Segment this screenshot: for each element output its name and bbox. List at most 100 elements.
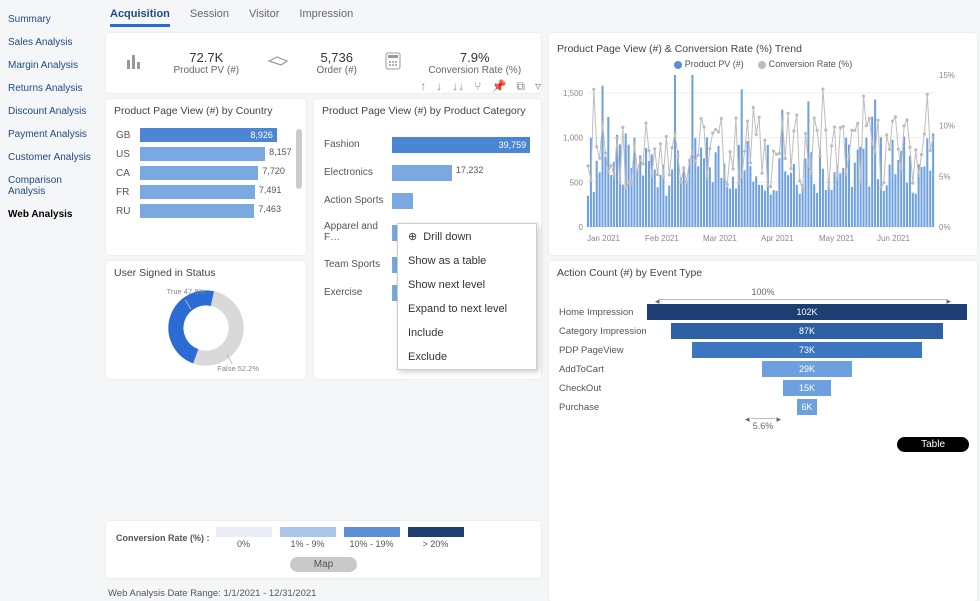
trend-legend: Product PV (#) Conversion Rate (%) bbox=[555, 57, 971, 69]
country-bar-row[interactable]: GB 8,926 bbox=[116, 128, 278, 142]
funnel-label: CheckOut bbox=[559, 383, 647, 394]
category-bar-row[interactable]: Action Sports bbox=[324, 193, 531, 207]
funnel-label: Home Impression bbox=[559, 307, 647, 318]
main: Acquisition Session Visitor Impression 7… bbox=[100, 0, 980, 532]
map-button[interactable]: Map bbox=[290, 557, 357, 572]
sidebar-item-customer[interactable]: Customer Analysis bbox=[4, 146, 96, 169]
funnel-row[interactable]: Category Impression 87K bbox=[559, 323, 967, 339]
conv-legend-title: Conversion Rate (%) : bbox=[116, 533, 210, 543]
copy-icon[interactable]: ⧉ bbox=[516, 79, 525, 94]
category-label: Exercise bbox=[324, 287, 392, 298]
sidebar-item-summary[interactable]: Summary bbox=[4, 8, 96, 31]
kpi-order: 5,736 Order (#) bbox=[316, 50, 357, 76]
svg-text:500: 500 bbox=[570, 178, 584, 187]
funnel-row[interactable]: AddToCart 29K bbox=[559, 361, 967, 377]
funnel-bar: 15K bbox=[783, 380, 831, 396]
category-label: Electronics bbox=[324, 167, 392, 178]
funnel-title: Action Count (#) by Event Type bbox=[549, 261, 977, 281]
category-chart-title: Product Page View (#) by Product Categor… bbox=[314, 99, 541, 119]
menu-show-next[interactable]: Show next level bbox=[398, 273, 536, 297]
sidebar-item-payment[interactable]: Payment Analysis bbox=[4, 123, 96, 146]
table-button[interactable]: Table bbox=[897, 437, 969, 452]
up-icon[interactable]: ↑ bbox=[420, 79, 426, 94]
funnel-chart[interactable]: Action Count (#) by Event Type 100% ◂▸ H… bbox=[549, 261, 977, 601]
menu-show-table[interactable]: Show as a table bbox=[398, 249, 536, 273]
legend-bucket: 1% - 9% bbox=[280, 527, 336, 549]
tab-impression[interactable]: Impression bbox=[299, 8, 353, 27]
country-bar-row[interactable]: CA 7,720 bbox=[116, 166, 278, 180]
svg-text:1,000: 1,000 bbox=[563, 134, 584, 143]
funnel-bar: 29K bbox=[762, 361, 852, 377]
category-bar-row[interactable]: Electronics 17,232 bbox=[324, 165, 531, 179]
svg-text:Apr 2021: Apr 2021 bbox=[761, 234, 794, 243]
sidebar-item-discount[interactable]: Discount Analysis bbox=[4, 100, 96, 123]
sidebar-item-margin[interactable]: Margin Analysis bbox=[4, 54, 96, 77]
filter-icon[interactable]: ▿ bbox=[535, 79, 541, 94]
drill-icon: ⊕ bbox=[408, 230, 417, 243]
svg-text:May 2021: May 2021 bbox=[819, 234, 855, 243]
context-menu: ⊕Drill down Show as a table Show next le… bbox=[397, 223, 537, 370]
funnel-bar: 102K bbox=[647, 304, 967, 320]
country-label: GB bbox=[116, 130, 140, 141]
country-chart[interactable]: Product Page View (#) by Country GB 8,92… bbox=[106, 99, 306, 255]
funnel-row[interactable]: PDP PageView 73K bbox=[559, 342, 967, 358]
tab-acquisition[interactable]: Acquisition bbox=[110, 8, 170, 27]
funnel-row[interactable]: Home Impression 102K bbox=[559, 304, 967, 320]
category-label: Fashion bbox=[324, 139, 392, 150]
menu-drill-down[interactable]: ⊕Drill down bbox=[398, 224, 536, 249]
kpi-conv-label: Conversion Rate (%) bbox=[428, 65, 521, 76]
down-icon[interactable]: ↓ bbox=[436, 79, 442, 94]
svg-text:1,500: 1,500 bbox=[563, 89, 584, 98]
menu-exclude[interactable]: Exclude bbox=[398, 345, 536, 369]
sidebar-item-sales[interactable]: Sales Analysis bbox=[4, 31, 96, 54]
tab-session[interactable]: Session bbox=[190, 8, 229, 27]
calculator-icon bbox=[385, 52, 401, 75]
country-chart-title: Product Page View (#) by Country bbox=[106, 99, 306, 119]
donut-chart[interactable]: User Signed in Status True 47.8% False 5… bbox=[106, 261, 306, 379]
funnel-row[interactable]: CheckOut 15K bbox=[559, 380, 967, 396]
scrollbar[interactable] bbox=[296, 129, 302, 189]
pin-icon[interactable]: 📌 bbox=[491, 79, 506, 94]
conversion-legend-card: Conversion Rate (%) : 0% 1% - 9% 10% - 19%… bbox=[106, 521, 541, 578]
legend-bucket: 10% - 19% bbox=[344, 527, 400, 549]
double-down-icon[interactable]: ↓↓ bbox=[452, 79, 464, 94]
kpi-conv: 7.9% Conversion Rate (%) bbox=[428, 50, 521, 76]
sidebar-item-web[interactable]: Web Analysis bbox=[4, 203, 96, 226]
category-bar-row[interactable]: Fashion 39,759 bbox=[324, 137, 531, 151]
funnel-label: Purchase bbox=[559, 402, 647, 413]
svg-text:0%: 0% bbox=[939, 223, 951, 232]
tab-visitor[interactable]: Visitor bbox=[249, 8, 279, 27]
category-label: Action Sports bbox=[324, 195, 392, 206]
funnel-bar: 6K bbox=[797, 399, 816, 415]
country-bar-row[interactable]: US 8,157 bbox=[116, 147, 278, 161]
donut-true-label: True 47.8% bbox=[167, 287, 206, 296]
legend-dot-pv bbox=[674, 61, 682, 69]
legend-dot-conv bbox=[758, 61, 766, 69]
funnel-row[interactable]: Purchase 6K bbox=[559, 399, 967, 415]
country-label: RU bbox=[116, 206, 140, 217]
sidebar-item-returns[interactable]: Returns Analysis bbox=[4, 77, 96, 100]
country-bar-row[interactable]: FR 7,491 bbox=[116, 185, 278, 199]
country-bar-row[interactable]: RU 7,463 bbox=[116, 204, 278, 218]
category-chart[interactable]: ↑ ↓ ↓↓ ⑂ 📌 ⧉ ▿ Product Page View (#) by … bbox=[314, 99, 541, 379]
fork-icon[interactable]: ⑂ bbox=[474, 79, 481, 94]
donut-title: User Signed in Status bbox=[106, 261, 306, 281]
funnel-label: PDP PageView bbox=[559, 345, 647, 356]
country-label: CA bbox=[116, 168, 140, 179]
country-label: FR bbox=[116, 187, 140, 198]
trend-chart[interactable]: Product Page View (#) & Conversion Rate … bbox=[549, 33, 977, 255]
svg-text:15%: 15% bbox=[939, 71, 955, 80]
donut-svg: True 47.8% False 52.2% bbox=[146, 281, 266, 375]
menu-expand-next[interactable]: Expand to next level bbox=[398, 297, 536, 321]
legend-bucket: 0% bbox=[216, 527, 272, 549]
funnel-bottom-label: ◂▸ 5.6% bbox=[559, 418, 967, 431]
funnel-bar: 87K bbox=[671, 323, 943, 339]
category-label: Apparel and F… bbox=[324, 221, 392, 243]
svg-text:Jun 2021: Jun 2021 bbox=[877, 234, 910, 243]
menu-include[interactable]: Include bbox=[398, 321, 536, 345]
svg-text:Jan 2021: Jan 2021 bbox=[587, 234, 620, 243]
sidebar-item-comparison[interactable]: Comparison Analysis bbox=[4, 169, 96, 203]
trend-title: Product Page View (#) & Conversion Rate … bbox=[555, 37, 971, 57]
kpi-order-label: Order (#) bbox=[316, 65, 357, 76]
svg-text:5%: 5% bbox=[939, 172, 951, 181]
